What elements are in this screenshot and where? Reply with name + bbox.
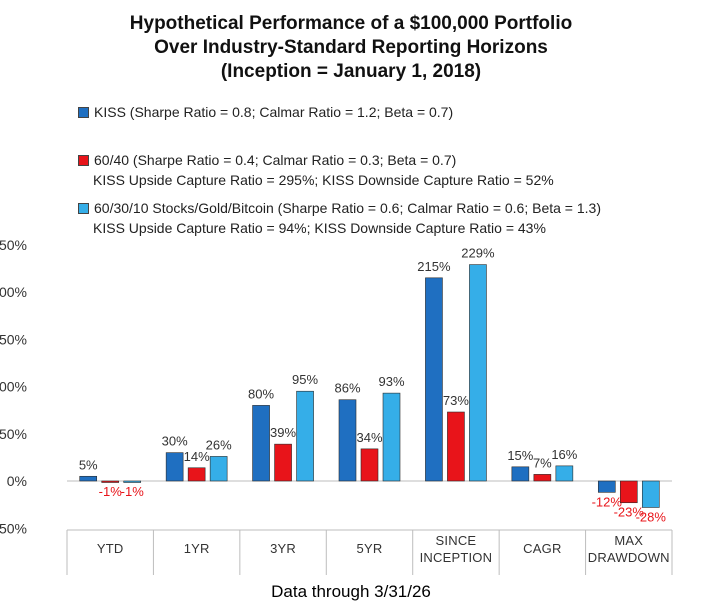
category-label: YTD <box>97 541 124 556</box>
chart-title-line-3: (Inception = January 1, 2018) <box>220 61 482 82</box>
category-label: SINCE <box>436 533 477 548</box>
data-label: 39% <box>270 425 296 440</box>
bar <box>187 467 206 482</box>
data-label: -1% <box>99 484 123 499</box>
legend-label-60-40: 60/40 (Sharpe Ratio = 0.4; Calmar Ratio … <box>94 152 457 168</box>
bar <box>360 448 379 482</box>
data-label: 73% <box>443 393 469 408</box>
legend-label-60-30-10: 60/30/10 Stocks/Gold/Bitcoin (Sharpe Rat… <box>94 200 602 216</box>
bar <box>338 399 357 482</box>
category-label: CAGR <box>523 541 561 556</box>
category-label: MAX <box>614 533 643 548</box>
data-label: -28% <box>636 509 667 524</box>
y-tick-label: 0% <box>7 473 27 489</box>
data-label: 5% <box>79 457 98 472</box>
category-label: 5YR <box>357 541 383 556</box>
data-label: 14% <box>184 449 210 464</box>
chart-title-line-2: Over Industry-Standard Reporting Horizon… <box>154 37 548 58</box>
legend-entry-60-30-10: 60/30/10 Stocks/Gold/Bitcoin (Sharpe Rat… <box>78 198 601 238</box>
data-label: 95% <box>292 372 318 387</box>
bar <box>533 474 552 482</box>
y-tick-label: 250% <box>0 237 27 253</box>
chart-title: Hypothetical Performance of a $100,000 P… <box>0 12 702 84</box>
data-label: 26% <box>206 437 232 452</box>
legend-entry-kiss: KISS (Sharpe Ratio = 0.8; Calmar Ratio =… <box>78 102 453 122</box>
bar <box>252 405 270 482</box>
y-tick-label: 50% <box>0 426 27 442</box>
legend-note-60-30-10: KISS Upside Capture Ratio = 94%; KISS Do… <box>93 220 546 236</box>
category-label: DRAWDOWN <box>588 550 670 565</box>
legend-entry-60-40: 60/40 (Sharpe Ratio = 0.4; Calmar Ratio … <box>78 150 554 190</box>
category-label: 1YR <box>184 541 210 556</box>
data-through-note: Data through 3/31/26 <box>271 582 431 601</box>
data-label: 93% <box>378 374 404 389</box>
data-label: 86% <box>334 381 360 396</box>
data-label: 15% <box>507 448 533 463</box>
data-label: -1% <box>121 484 145 499</box>
data-label: -23% <box>614 505 645 520</box>
bar <box>619 480 638 504</box>
data-label: 16% <box>551 447 577 462</box>
y-tick-label: -50% <box>0 520 27 536</box>
legend-swatch-60-40 <box>78 154 89 166</box>
data-label: -12% <box>592 494 623 509</box>
category-label: 3YR <box>270 541 296 556</box>
bar <box>123 480 142 483</box>
legend-swatch-60-30-10 <box>78 202 89 214</box>
data-label: 34% <box>356 430 382 445</box>
bar <box>165 452 184 482</box>
bar <box>447 411 465 482</box>
data-label: 80% <box>248 386 274 401</box>
y-tick-label: 150% <box>0 331 27 347</box>
legend-note-60-40: KISS Upside Capture Ratio = 295%; KISS D… <box>93 172 554 188</box>
bar <box>296 390 314 482</box>
chart-title-line-1: Hypothetical Performance of a $100,000 P… <box>129 13 573 34</box>
bar <box>79 475 98 482</box>
bar <box>641 480 660 508</box>
bar <box>469 264 487 482</box>
bar <box>511 466 530 482</box>
bar <box>597 480 616 493</box>
y-tick-label: 100% <box>0 379 27 395</box>
bar <box>555 465 574 482</box>
data-label: 7% <box>533 455 552 470</box>
bar <box>209 456 228 482</box>
category-label: INCEPTION <box>420 550 493 565</box>
bar <box>425 277 443 482</box>
legend-swatch-kiss <box>78 106 89 118</box>
data-label: 215% <box>417 259 451 274</box>
y-tick-label: 200% <box>0 284 27 300</box>
bar <box>274 443 292 482</box>
data-label: 229% <box>461 246 495 261</box>
bar <box>382 392 401 482</box>
bar <box>101 480 120 483</box>
legend-label-kiss: KISS (Sharpe Ratio = 0.8; Calmar Ratio =… <box>94 104 454 120</box>
data-label: 30% <box>162 434 188 449</box>
